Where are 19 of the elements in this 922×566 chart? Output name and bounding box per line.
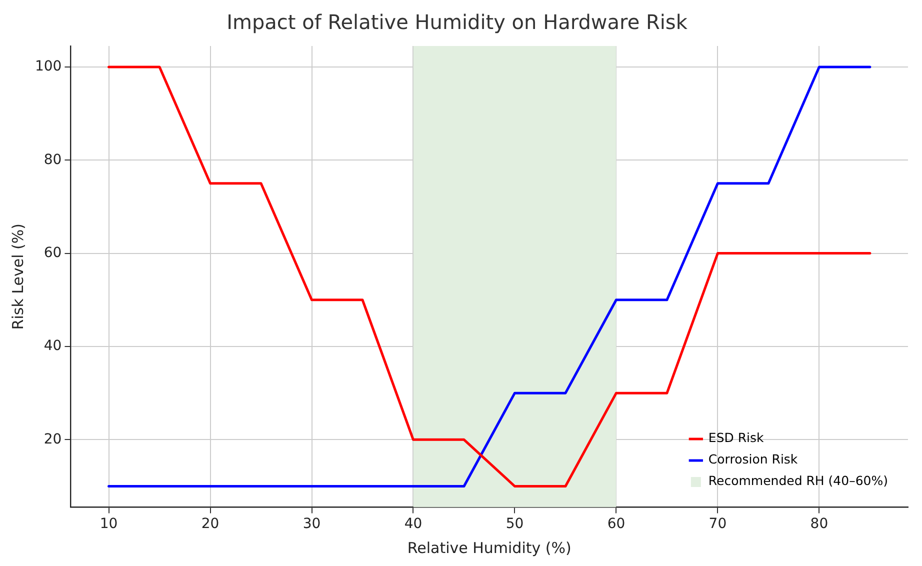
- x-tick-label: 10: [100, 516, 118, 532]
- y-tick-label: 60: [44, 244, 62, 261]
- legend-label: ESD Risk: [708, 430, 765, 446]
- x-tick-label: 40: [404, 516, 422, 532]
- legend-label: Corrosion Risk: [708, 452, 798, 467]
- x-tick-label: 70: [708, 516, 727, 532]
- x-tick-label: 20: [201, 516, 220, 532]
- x-tick-label: 50: [506, 516, 524, 532]
- y-tick-label: 100: [34, 58, 62, 75]
- x-tick-label: 80: [810, 516, 828, 532]
- x-tick-label: 60: [607, 516, 626, 532]
- x-axis-title: Relative Humidity (%): [407, 538, 572, 557]
- y-axis-title: Risk Level (%): [8, 224, 27, 330]
- x-tick-label: 30: [302, 516, 321, 532]
- y-tick-label: 80: [44, 152, 62, 168]
- legend-label: Recommended RH (40–60%): [708, 473, 888, 488]
- y-tick-label: 20: [44, 431, 62, 448]
- y-tick-label: 40: [44, 338, 62, 354]
- chart-title: Impact of Relative Humidity on Hardware Risk: [226, 10, 688, 34]
